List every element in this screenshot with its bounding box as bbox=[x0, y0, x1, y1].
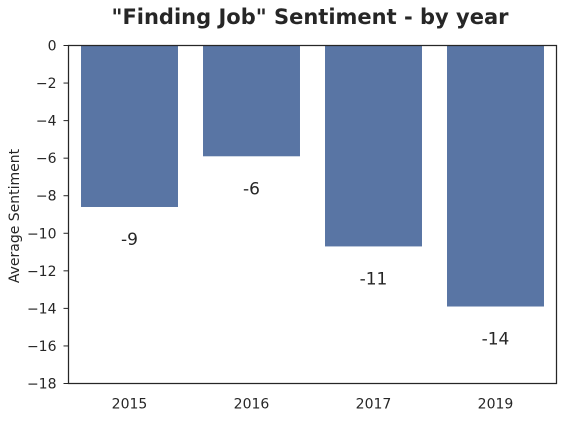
y-tick-label: −16 bbox=[27, 339, 57, 355]
bar-2016 bbox=[203, 45, 300, 157]
y-tick-label: −2 bbox=[36, 76, 57, 92]
data-labels: -9 -6 -11 -14 bbox=[121, 179, 509, 349]
bars bbox=[81, 45, 544, 307]
data-label-2019: -14 bbox=[482, 330, 510, 350]
bar-2017 bbox=[325, 45, 422, 247]
x-tick-label: 2015 bbox=[112, 397, 148, 413]
bar-2019 bbox=[447, 45, 544, 307]
y-tick-label: −18 bbox=[27, 377, 57, 393]
plot-frame bbox=[67, 44, 558, 385]
x-tick-label: 2019 bbox=[478, 397, 514, 413]
data-label-2017: -11 bbox=[360, 269, 388, 289]
chart-title: "Finding Job" Sentiment - by year bbox=[112, 5, 510, 29]
y-axis-label: Average Sentiment bbox=[7, 148, 23, 283]
x-ticks: 2015 2016 2017 2019 bbox=[112, 397, 514, 413]
y-tick-label: −14 bbox=[27, 301, 57, 317]
y-ticks: 0 −2 −4 −6 −8 −10 −12 −14 −16 −18 bbox=[27, 39, 69, 393]
y-tick-label: −12 bbox=[27, 264, 57, 280]
x-tick-label: 2017 bbox=[356, 397, 392, 413]
y-tick-label: −10 bbox=[27, 226, 57, 242]
y-tick-label: −8 bbox=[36, 189, 57, 205]
y-tick-label: −4 bbox=[36, 114, 57, 130]
bar-2015 bbox=[81, 45, 178, 207]
y-tick-label: 0 bbox=[48, 39, 57, 55]
x-tick-label: 2016 bbox=[234, 397, 270, 413]
y-tick-label: −6 bbox=[36, 151, 57, 167]
data-label-2015: -9 bbox=[121, 230, 138, 250]
data-label-2016: -6 bbox=[243, 179, 260, 199]
